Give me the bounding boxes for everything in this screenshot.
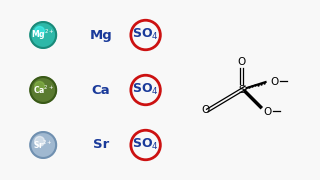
Text: O: O xyxy=(263,107,272,117)
Text: Mg$^{2+}$: Mg$^{2+}$ xyxy=(31,28,55,42)
Circle shape xyxy=(35,81,44,91)
Circle shape xyxy=(35,26,44,36)
Circle shape xyxy=(30,77,56,103)
Text: SO$_4$: SO$_4$ xyxy=(132,26,159,42)
Circle shape xyxy=(30,132,56,158)
Circle shape xyxy=(30,22,56,48)
Text: O: O xyxy=(237,57,246,67)
Text: SO$_4$: SO$_4$ xyxy=(132,136,159,152)
Text: Ca$^{2+}$: Ca$^{2+}$ xyxy=(33,84,54,96)
Text: Sr$^{2+}$: Sr$^{2+}$ xyxy=(33,139,53,151)
Text: Ca: Ca xyxy=(92,84,110,96)
Text: SO$_4$: SO$_4$ xyxy=(132,81,159,96)
Text: Mg: Mg xyxy=(89,28,112,42)
Text: O: O xyxy=(270,77,279,87)
Text: S: S xyxy=(238,85,245,95)
Text: O: O xyxy=(202,105,210,115)
Text: Sr: Sr xyxy=(93,138,109,152)
Circle shape xyxy=(35,136,44,146)
